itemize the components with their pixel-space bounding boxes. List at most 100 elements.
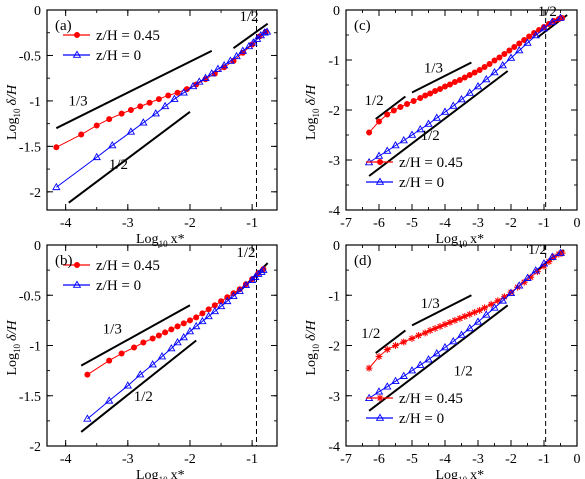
y-tick-label: -2 — [29, 186, 41, 201]
data-point — [204, 311, 213, 320]
data-point — [188, 81, 198, 90]
data-point — [415, 332, 422, 339]
data-point — [466, 72, 473, 79]
data-point — [375, 118, 382, 125]
data-point — [384, 111, 391, 118]
data-point — [482, 310, 491, 318]
series-line — [56, 31, 267, 148]
series-line — [368, 252, 563, 369]
legend-marker — [74, 32, 81, 39]
y-tick-label: -4 — [328, 440, 340, 455]
legend: z/H = 0.45 z/H = 0 — [63, 258, 160, 294]
data-point — [440, 343, 450, 351]
panel-a: -4 -3 -2 -1 -2 -1.5 -1 -0.5 0 Log10 x* Log10δ/H 1/3 1… — [5, 4, 278, 249]
data-point — [151, 109, 160, 117]
data-point — [375, 353, 383, 360]
y-tick-label: -1.5 — [19, 140, 41, 155]
y-tick-label: 0 — [333, 4, 340, 19]
data-point — [422, 92, 429, 99]
slope-label: 1/3 — [424, 61, 443, 77]
data-point — [465, 88, 474, 96]
data-point — [252, 34, 262, 42]
data-point — [490, 303, 499, 311]
legend-label: z/H = 0.45 — [96, 28, 160, 44]
slope-guide-line — [55, 50, 213, 130]
slope-guide-line — [80, 339, 197, 433]
data-point — [476, 306, 484, 314]
data-point — [491, 57, 498, 64]
data-point — [424, 119, 433, 127]
data-point — [207, 69, 216, 77]
y-tick-label: -1.5 — [19, 390, 41, 405]
data-point — [157, 352, 167, 360]
data-point — [168, 326, 175, 333]
data-point — [383, 346, 391, 353]
y-tick-label: -4 — [328, 204, 340, 219]
data-point — [515, 281, 524, 289]
data-point — [416, 124, 425, 133]
data-point — [399, 135, 408, 144]
data-point — [556, 248, 565, 256]
data-point — [391, 376, 400, 384]
data-point — [523, 273, 532, 281]
slope-label: 1/3 — [421, 296, 440, 312]
series-z045 — [365, 249, 566, 372]
x-tick-label: -3 — [122, 216, 134, 231]
data-point — [404, 101, 411, 108]
data-point — [507, 288, 515, 296]
slope-label: 1/3 — [103, 321, 122, 337]
data-point — [249, 38, 258, 46]
data-point — [383, 146, 392, 154]
y-tick-label: 0 — [34, 239, 41, 254]
data-point — [241, 280, 251, 288]
slope-guide-line — [375, 329, 407, 354]
legend-marker — [376, 394, 384, 402]
legend-marker — [375, 413, 385, 421]
x-tick-label: -4 — [60, 216, 72, 231]
x-tick-label: -5 — [406, 452, 418, 467]
data-point — [205, 306, 212, 313]
slope-guide-line — [80, 304, 191, 367]
data-point — [199, 310, 206, 317]
data-point — [408, 335, 416, 342]
data-point — [421, 329, 429, 337]
slope-label: 1/2 — [538, 4, 557, 20]
data-point — [195, 77, 204, 85]
legend-label: z/H = 0.45 — [399, 391, 463, 407]
x-tick-label: -1 — [538, 216, 550, 231]
data-point — [501, 51, 508, 58]
data-point — [490, 67, 499, 76]
data-point — [436, 323, 444, 330]
data-point — [494, 297, 502, 305]
data-point — [185, 326, 195, 335]
x-tick-label: -1 — [246, 216, 258, 231]
slope-guide-line — [368, 304, 509, 412]
data-point — [446, 81, 453, 88]
data-point — [523, 38, 532, 46]
x-tick-label: -6 — [373, 216, 385, 231]
legend-marker — [72, 50, 82, 58]
y-axis-label: Log10δ/H — [304, 320, 321, 376]
x-tick-label: -2 — [505, 452, 517, 467]
slope-label: 1/3 — [68, 93, 87, 109]
data-point — [506, 288, 516, 297]
data-point — [498, 296, 507, 304]
x-tick-label: -4 — [439, 452, 451, 467]
legend-label: z/H = 0.45 — [96, 258, 160, 274]
x-tick-label: -3 — [472, 216, 484, 231]
data-point — [106, 357, 113, 364]
data-point — [262, 27, 272, 35]
data-point — [173, 337, 182, 346]
slope-guide-line — [411, 61, 472, 94]
data-point — [123, 381, 133, 389]
data-point — [180, 320, 187, 327]
data-point — [417, 95, 424, 102]
data-point — [531, 30, 540, 39]
panel-c: -7 -6 -5 -4 -3 -2 -1 0 -4 -3 -2 -1 0 Log10 x* Log10δ/H 1… — [304, 4, 581, 249]
data-point — [400, 338, 408, 346]
x-tick-label: -7 — [340, 216, 352, 231]
panel-label: (a) — [55, 18, 72, 34]
